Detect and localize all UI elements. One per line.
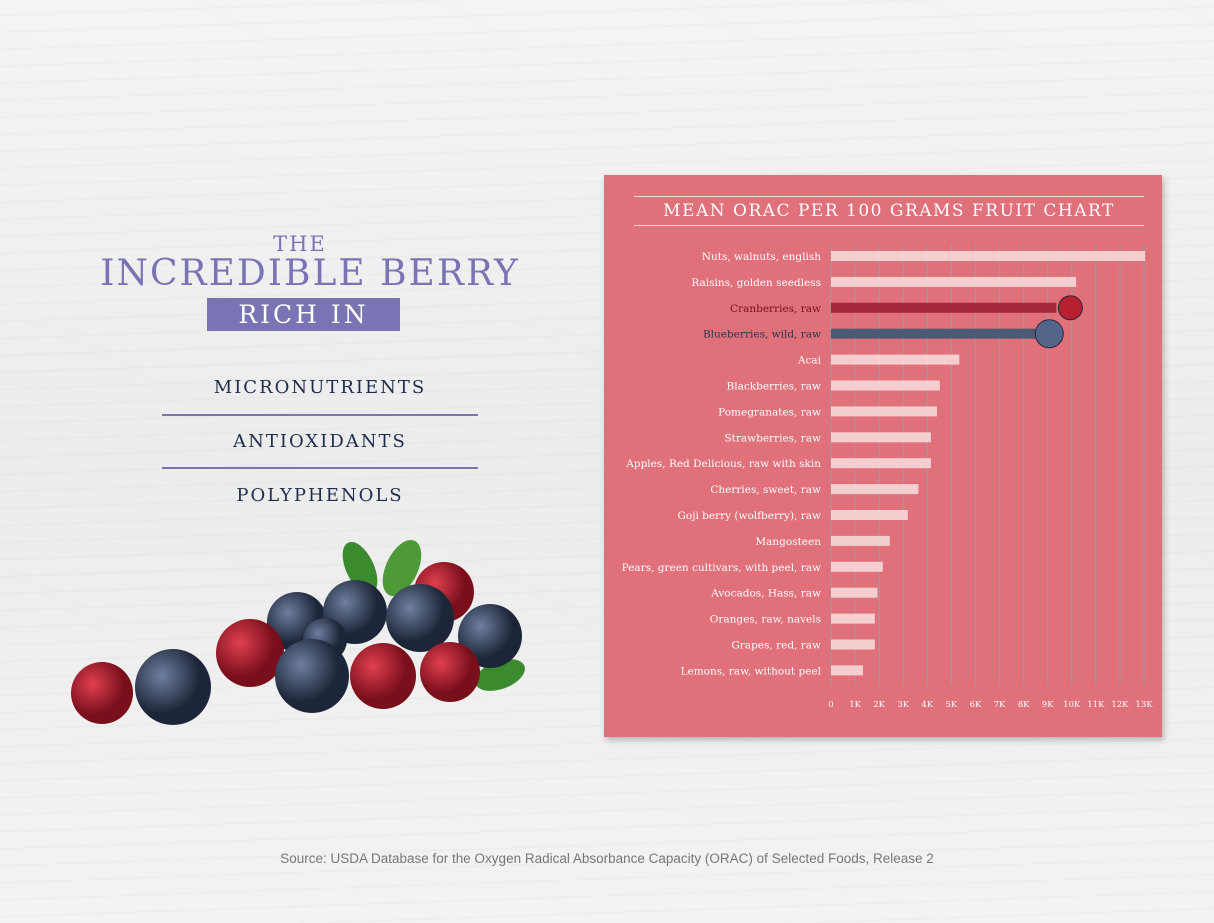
x-tick-label: 8K: [1018, 700, 1030, 710]
item-polyphenols: POLYPHENOLS: [236, 485, 404, 506]
category-label: Lemons, raw, without peel: [681, 665, 822, 677]
item-antioxidants: ANTIOXIDANTS: [233, 431, 407, 452]
headline-the: THE: [273, 232, 327, 256]
item-micronutrients: MICRONUTRIENTS: [213, 377, 427, 398]
category-label: Acai: [797, 355, 822, 367]
rich-in-banner: RICH IN: [207, 298, 400, 331]
category-label: Strawberries, raw: [724, 432, 821, 444]
bar: [831, 328, 1046, 339]
x-tick-label: 6K: [970, 700, 982, 710]
bar: [831, 484, 919, 495]
category-label: Pears, green cultivars, with peel, raw: [622, 562, 821, 574]
x-tick-label: 13K: [1135, 700, 1153, 710]
bar: [831, 561, 883, 572]
category-label: Blackberries, raw: [727, 381, 821, 393]
chart-title: MEAN ORAC PER 100 GRAMS FRUIT CHART: [634, 196, 1144, 226]
source-note: Source: USDA Database for the Oxygen Rad…: [280, 851, 934, 866]
chart-panel: [604, 175, 1162, 737]
bar: [831, 432, 931, 443]
bar: [831, 587, 878, 598]
bar: [831, 302, 1057, 313]
bar: [831, 639, 875, 650]
cranberry-marker: [1057, 295, 1083, 321]
category-label: Nuts, walnuts, english: [702, 251, 821, 263]
x-tick-label: 0: [828, 700, 833, 710]
category-label: Cranberries, raw: [730, 303, 821, 315]
bar: [831, 535, 890, 546]
x-tick-label: 7K: [994, 700, 1006, 710]
category-label: Blueberries, wild, raw: [703, 329, 821, 341]
bar: [831, 276, 1077, 287]
divider: [162, 414, 478, 416]
category-label: Mangosteen: [755, 536, 821, 548]
berries-illustration: [71, 539, 525, 725]
blueberry-marker: [1034, 319, 1064, 349]
category-label: Goji berry (wolfberry), raw: [678, 510, 822, 522]
category-label: Avocados, Hass, raw: [710, 588, 821, 600]
x-tick-label: 3K: [897, 700, 909, 710]
category-label: Cherries, sweet, raw: [710, 484, 821, 496]
bar: [831, 380, 940, 391]
category-label: Pomegranates, raw: [718, 406, 821, 418]
category-label: Apples, Red Delicious, raw with skin: [625, 458, 821, 470]
bar: [831, 613, 875, 624]
x-tick-label: 4K: [921, 700, 933, 710]
x-tick-label: 1K: [849, 700, 861, 710]
x-tick-label: 12K: [1111, 700, 1129, 710]
headline: INCREDIBLE BERRY: [100, 253, 520, 294]
category-label: Oranges, raw, navels: [710, 614, 821, 626]
x-tick-label: 10K: [1063, 700, 1081, 710]
divider: [162, 467, 478, 469]
category-label: Raisins, golden seedless: [691, 277, 821, 289]
bar: [831, 510, 908, 520]
bar: [831, 354, 960, 365]
bar: [831, 251, 1146, 261]
bar-chart: Nuts, walnuts, english Raisins, golden se…: [622, 245, 1153, 710]
x-tick-label: 5K: [946, 700, 958, 710]
x-tick-label: 9K: [1042, 700, 1054, 710]
x-tick-label: 11K: [1087, 700, 1105, 710]
x-tick-label: 2K: [873, 700, 885, 710]
bar: [831, 458, 931, 469]
bar: [831, 665, 864, 676]
category-label: Grapes, red, raw: [731, 640, 821, 652]
bar: [831, 406, 937, 417]
